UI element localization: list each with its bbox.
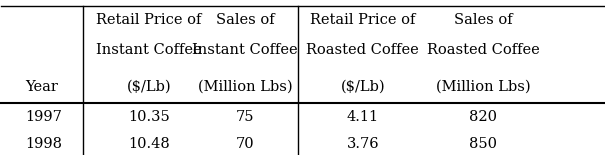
Text: 1998: 1998	[25, 137, 62, 151]
Text: 3.76: 3.76	[347, 137, 379, 151]
Text: 10.48: 10.48	[128, 137, 170, 151]
Text: 1997: 1997	[25, 110, 62, 124]
Text: ($/Lb): ($/Lb)	[341, 80, 385, 94]
Text: 820: 820	[469, 110, 497, 124]
Text: 4.11: 4.11	[347, 110, 379, 124]
Text: 70: 70	[236, 137, 255, 151]
Text: 10.35: 10.35	[128, 110, 170, 124]
Text: Sales of: Sales of	[216, 13, 275, 27]
Text: Instant Coffee: Instant Coffee	[96, 43, 201, 57]
Text: Year: Year	[25, 80, 58, 94]
Text: 75: 75	[236, 110, 255, 124]
Text: 850: 850	[469, 137, 497, 151]
Text: Roasted Coffee: Roasted Coffee	[306, 43, 419, 57]
Text: Retail Price of: Retail Price of	[96, 13, 201, 27]
Text: Retail Price of: Retail Price of	[310, 13, 416, 27]
Text: Instant Coffee: Instant Coffee	[192, 43, 298, 57]
Text: ($/Lb): ($/Lb)	[126, 80, 171, 94]
Text: (Million Lbs): (Million Lbs)	[198, 80, 293, 94]
Text: Sales of: Sales of	[454, 13, 512, 27]
Text: (Million Lbs): (Million Lbs)	[436, 80, 531, 94]
Text: Roasted Coffee: Roasted Coffee	[427, 43, 540, 57]
